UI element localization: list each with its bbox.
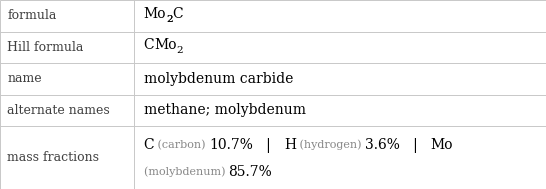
Text: formula: formula bbox=[7, 9, 56, 22]
Text: H: H bbox=[284, 138, 296, 152]
Text: 2: 2 bbox=[166, 15, 173, 24]
Text: methane; molybdenum: methane; molybdenum bbox=[144, 103, 306, 118]
Text: C: C bbox=[144, 38, 154, 52]
Text: name: name bbox=[7, 72, 41, 85]
Text: |: | bbox=[253, 138, 284, 153]
Text: (molybdenum): (molybdenum) bbox=[144, 166, 229, 177]
Text: 2: 2 bbox=[177, 46, 183, 55]
Text: (carbon): (carbon) bbox=[154, 140, 209, 150]
Text: |: | bbox=[400, 138, 431, 153]
Text: 10.7%: 10.7% bbox=[209, 138, 253, 152]
Text: Mo: Mo bbox=[154, 38, 177, 52]
Text: mass fractions: mass fractions bbox=[7, 151, 99, 164]
Text: molybdenum carbide: molybdenum carbide bbox=[144, 72, 293, 86]
Text: C: C bbox=[173, 6, 183, 21]
Text: 85.7%: 85.7% bbox=[229, 165, 272, 179]
Text: (hydrogen): (hydrogen) bbox=[296, 140, 365, 150]
Text: Mo: Mo bbox=[431, 138, 453, 152]
Text: 2: 2 bbox=[166, 15, 173, 24]
Text: C: C bbox=[144, 138, 154, 152]
Text: alternate names: alternate names bbox=[7, 104, 110, 117]
Text: Hill formula: Hill formula bbox=[7, 41, 84, 54]
Text: Mo: Mo bbox=[144, 6, 166, 21]
Text: 3.6%: 3.6% bbox=[365, 138, 400, 152]
